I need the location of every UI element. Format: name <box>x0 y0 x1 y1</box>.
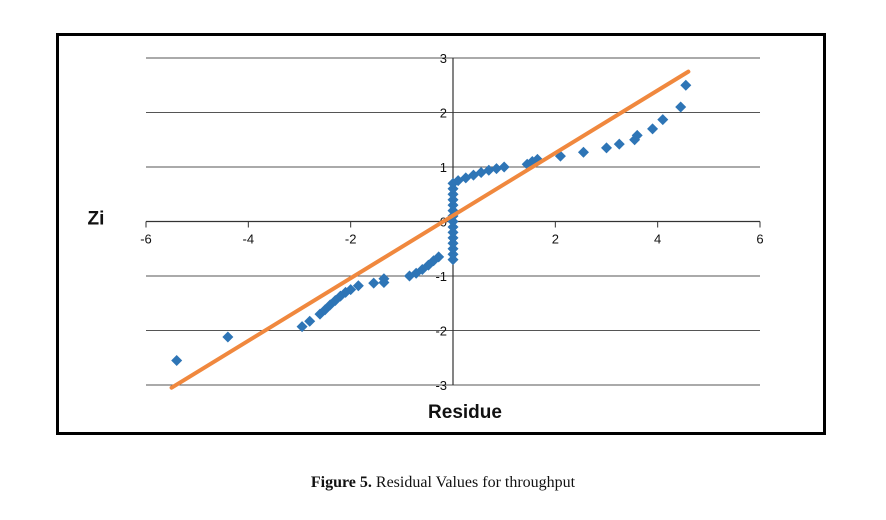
data-point <box>352 280 364 292</box>
x-tick-label: 4 <box>654 232 661 247</box>
data-point <box>601 142 612 154</box>
data-point <box>304 315 316 327</box>
x-tick-label: -4 <box>243 232 255 247</box>
data-point <box>171 354 183 366</box>
data-point <box>296 321 308 333</box>
data-point <box>631 129 643 141</box>
x-axis-title: Residue <box>428 402 502 423</box>
y-axis-title: Zi <box>88 209 105 230</box>
data-point <box>647 123 659 135</box>
figure-caption: Figure 5. Residual Values for throughput <box>0 474 886 492</box>
y-tick-label: 1 <box>440 160 447 175</box>
data-point <box>498 161 510 173</box>
data-point <box>490 163 502 175</box>
trend-line <box>169 69 691 390</box>
data-point <box>345 284 357 296</box>
y-tick-label: -1 <box>435 269 447 284</box>
data-point <box>368 277 380 289</box>
y-tick-label: 3 <box>440 51 447 66</box>
data-point <box>378 277 390 289</box>
x-tick-label: 6 <box>756 232 763 247</box>
data-point <box>577 146 589 158</box>
y-tick-label: 2 <box>440 106 447 121</box>
data-point <box>334 290 346 302</box>
x-tick-label: -6 <box>140 232 152 247</box>
chart-frame: 3210-1-2-3-6-4-20246 Residue Zi <box>56 33 826 435</box>
data-point <box>613 138 625 150</box>
data-point <box>680 79 692 91</box>
y-tick-label: -2 <box>435 324 447 339</box>
figure-caption-label: Figure 5. <box>310 474 372 491</box>
data-point <box>222 331 234 343</box>
x-tick-label: 2 <box>552 232 559 247</box>
data-point <box>657 114 669 126</box>
figure-caption-text: Residual Values for throughput <box>375 474 576 491</box>
data-point <box>675 101 687 113</box>
data-point <box>483 164 495 176</box>
data-marks <box>169 69 692 390</box>
y-tick-label: -3 <box>435 378 447 393</box>
scatter-plot: 3210-1-2-3-6-4-20246 Residue Zi <box>88 51 764 423</box>
data-point <box>433 251 445 263</box>
x-tick-label: -2 <box>345 232 357 247</box>
data-point <box>526 156 538 168</box>
